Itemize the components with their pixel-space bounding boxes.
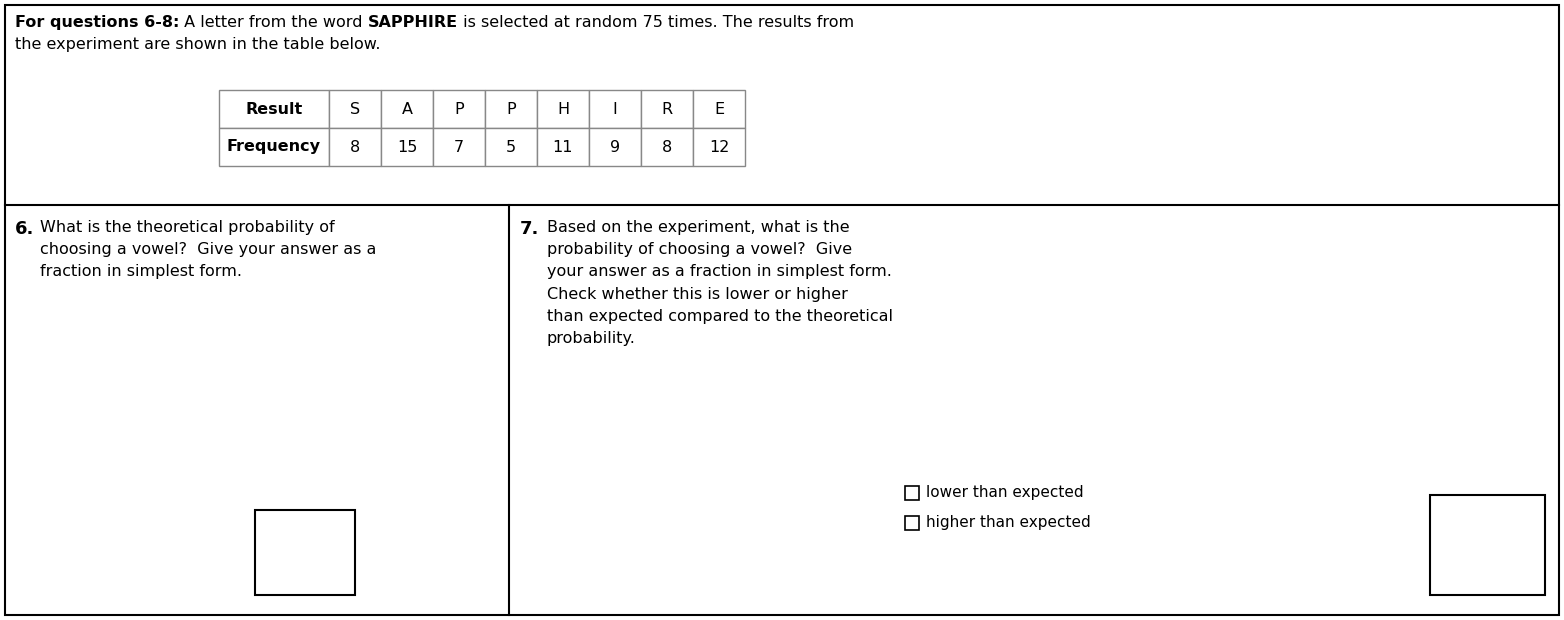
Bar [536,90,590,128]
Text: Based on the experiment, what is the
probability of choosing a vowel?  Give
your: Based on the experiment, what is the pro… [547,220,893,346]
Bar [485,90,536,128]
Text: A letter from the word: A letter from the word [180,15,368,30]
Bar [485,128,536,166]
Text: A: A [402,102,413,117]
Text: 15: 15 [397,140,418,154]
Text: 6.: 6. [16,220,34,238]
Text: R: R [662,102,673,117]
Text: the experiment are shown in the table below.: the experiment are shown in the table be… [16,37,380,52]
Bar [382,128,433,166]
Bar [906,516,920,530]
Text: 5: 5 [505,140,516,154]
Text: 8: 8 [662,140,673,154]
Text: P: P [507,102,516,117]
Text: E: E [713,102,724,117]
Bar [590,128,641,166]
Bar [590,90,641,128]
Bar [433,90,485,128]
Text: higher than expected: higher than expected [926,515,1090,531]
Text: 9: 9 [610,140,619,154]
Bar [693,128,744,166]
Bar [219,90,328,128]
Text: Result: Result [246,102,302,117]
Bar [433,128,485,166]
Bar [641,90,693,128]
Bar [536,128,590,166]
Text: 7.: 7. [519,220,540,238]
Bar [382,90,433,128]
Text: 7: 7 [454,140,465,154]
Text: For questions 6-8:: For questions 6-8: [16,15,180,30]
Text: is selected at random 75 times. The results from: is selected at random 75 times. The resu… [458,15,854,30]
Text: H: H [557,102,569,117]
Text: S: S [350,102,360,117]
Bar [219,128,328,166]
Text: 8: 8 [350,140,360,154]
Text: P: P [454,102,465,117]
Text: I: I [613,102,618,117]
Text: 12: 12 [708,140,729,154]
Text: 11: 11 [552,140,574,154]
Bar [1429,495,1545,595]
Bar [906,486,920,500]
Bar [255,510,355,595]
Bar [693,90,744,128]
Bar [328,128,382,166]
Text: SAPPHIRE: SAPPHIRE [368,15,458,30]
Bar [328,90,382,128]
Text: lower than expected: lower than expected [926,485,1084,500]
Bar [641,128,693,166]
Text: Frequency: Frequency [227,140,321,154]
Text: What is the theoretical probability of
choosing a vowel?  Give your answer as a
: What is the theoretical probability of c… [41,220,377,280]
